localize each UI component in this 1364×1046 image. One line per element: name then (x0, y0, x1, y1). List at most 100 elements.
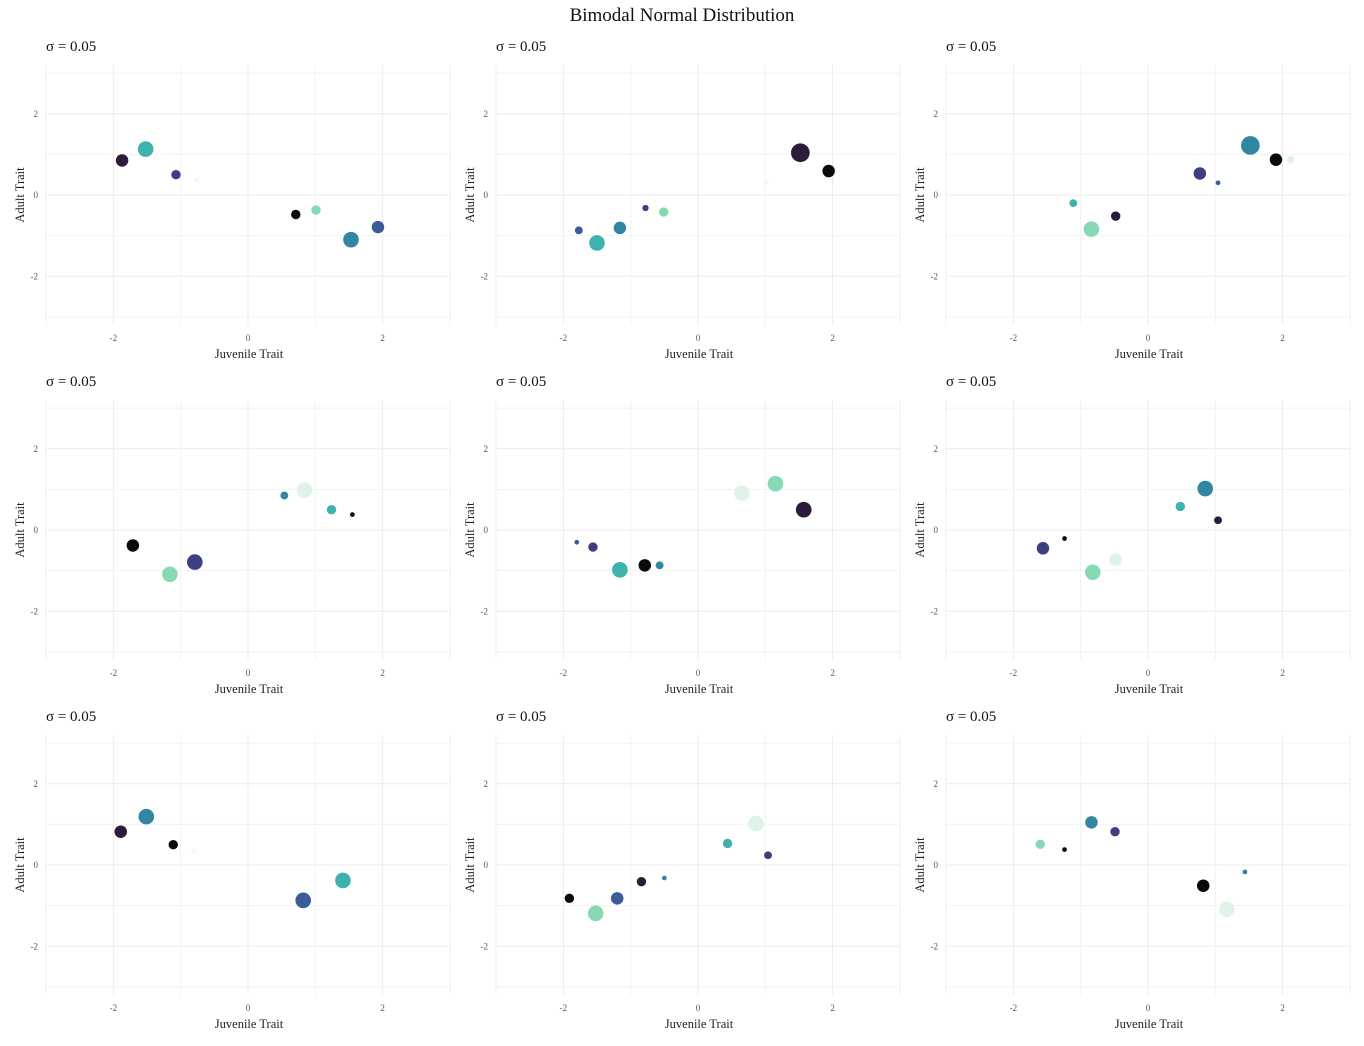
scatter-point (1084, 564, 1101, 581)
data-points (115, 141, 385, 248)
scatter-point (822, 164, 835, 178)
scatter-point (1218, 901, 1235, 918)
y-axis-label: Adult Trait (463, 502, 477, 558)
scatter-plot: -2 0 2 -2 0 2 Juvenile Trait Adult Trait (463, 65, 901, 361)
scatter-point (587, 905, 604, 922)
y-tick-label: -2 (31, 941, 39, 951)
scatter-point (162, 566, 178, 583)
y-tick-label: 2 (484, 779, 489, 789)
y-tick-label: 2 (934, 779, 939, 789)
scatter-point (1269, 153, 1283, 166)
scatter-point (1214, 516, 1222, 525)
x-axis-label: Juvenile Trait (665, 347, 734, 361)
scatter-point (763, 180, 769, 186)
x-tick-label: 0 (246, 1003, 251, 1013)
y-tick-label: 0 (484, 525, 489, 535)
scatter-point (1069, 199, 1078, 208)
scatter-point (658, 207, 669, 217)
scatter-point (1109, 553, 1122, 566)
scatter-point (642, 204, 649, 212)
x-tick-label: -2 (560, 1003, 568, 1013)
x-tick-label: 0 (696, 333, 701, 343)
scatter-point (1062, 536, 1067, 541)
gridlines (495, 65, 901, 325)
scatter-point (564, 893, 575, 904)
panel-title: σ = 0.05 (46, 374, 97, 390)
scatter-point (296, 482, 313, 498)
scatter-point (1242, 869, 1248, 875)
scatter-point (1035, 839, 1045, 849)
scatter-point (764, 851, 772, 860)
scatter-plot: -2 0 2 -2 0 2 Juvenile Trait Adult Trait (13, 400, 451, 696)
scatter-point (589, 235, 605, 251)
scatter-point (171, 169, 181, 180)
y-tick-label: -2 (931, 606, 939, 616)
x-tick-label: -2 (110, 333, 118, 343)
scatter-point (722, 838, 733, 849)
scatter-panel: σ = 0.05 -2 0 2 -2 0 2 Juvenile Trait Adult Trai… (0, 335, 451, 696)
scatter-panel: σ = 0.05 -2 0 2 -2 0 2 Juvenile Trait Adult Trai… (900, 335, 1351, 696)
x-tick-label: 0 (246, 668, 251, 678)
y-tick-label: 0 (34, 190, 39, 200)
scatter-point (767, 475, 784, 492)
x-tick-label: 0 (246, 333, 251, 343)
scatter-point (138, 808, 155, 825)
scatter-point (1110, 211, 1121, 221)
scatter-point (187, 554, 203, 570)
x-tick-label: 0 (1146, 333, 1151, 343)
scatter-point (137, 141, 154, 157)
gridlines (495, 400, 901, 660)
x-tick-label: -2 (110, 668, 118, 678)
scatter-point (1085, 816, 1098, 829)
scatter-plot: -2 0 2 -2 0 2 Juvenile Trait Adult Trait (913, 735, 1351, 1031)
panel-title: σ = 0.05 (46, 709, 97, 725)
y-tick-label: 2 (484, 444, 489, 454)
y-tick-label: 2 (934, 109, 939, 119)
y-axis-label: Adult Trait (913, 167, 927, 223)
scatter-point (295, 892, 312, 909)
data-points (114, 808, 351, 909)
scatter-point (1215, 180, 1221, 186)
x-tick-label: -2 (560, 333, 568, 343)
scatter-point (795, 501, 812, 518)
scatter-point (114, 825, 127, 838)
scatter-point (194, 178, 200, 183)
panel-title: σ = 0.05 (946, 709, 997, 725)
scatter-point (335, 872, 351, 889)
y-tick-label: 2 (34, 109, 39, 119)
y-axis-label: Adult Trait (463, 167, 477, 223)
y-tick-label: 2 (934, 444, 939, 454)
data-points (574, 475, 812, 578)
y-tick-label: 2 (34, 444, 39, 454)
x-axis-label: Juvenile Trait (665, 682, 734, 696)
scatter-plot: -2 0 2 -2 0 2 Juvenile Trait Adult Trait (463, 400, 901, 696)
scatter-point (588, 542, 598, 552)
x-tick-label: 0 (696, 668, 701, 678)
scatter-point (655, 561, 664, 570)
y-tick-label: 0 (484, 190, 489, 200)
gridlines (45, 735, 451, 995)
y-tick-label: 0 (484, 860, 489, 870)
y-tick-label: -2 (931, 941, 939, 951)
gridlines (495, 735, 901, 995)
x-tick-label: 0 (1146, 1003, 1151, 1013)
y-tick-label: 0 (34, 860, 39, 870)
scatter-point (1286, 155, 1295, 164)
x-tick-label: 0 (696, 1003, 701, 1013)
scatter-point (1062, 847, 1067, 852)
scatter-point (1036, 542, 1050, 555)
scatter-point (574, 539, 580, 545)
y-tick-label: 0 (934, 860, 939, 870)
scatter-point (733, 485, 750, 501)
x-axis-label: Juvenile Trait (1115, 1017, 1184, 1031)
y-axis-label: Adult Trait (13, 502, 27, 558)
x-axis-label: Juvenile Trait (1115, 682, 1184, 696)
scatter-point (1110, 826, 1120, 837)
scatter-panel: σ = 0.05 -2 0 2 -2 0 2 Juvenile Trait Adult Trai… (0, 0, 451, 361)
x-tick-label: 2 (830, 668, 835, 678)
y-tick-label: -2 (481, 606, 489, 616)
scatter-point (613, 221, 627, 235)
y-axis-label: Adult Trait (13, 167, 27, 223)
scatter-point (326, 504, 337, 515)
scatter-point (1196, 879, 1210, 892)
